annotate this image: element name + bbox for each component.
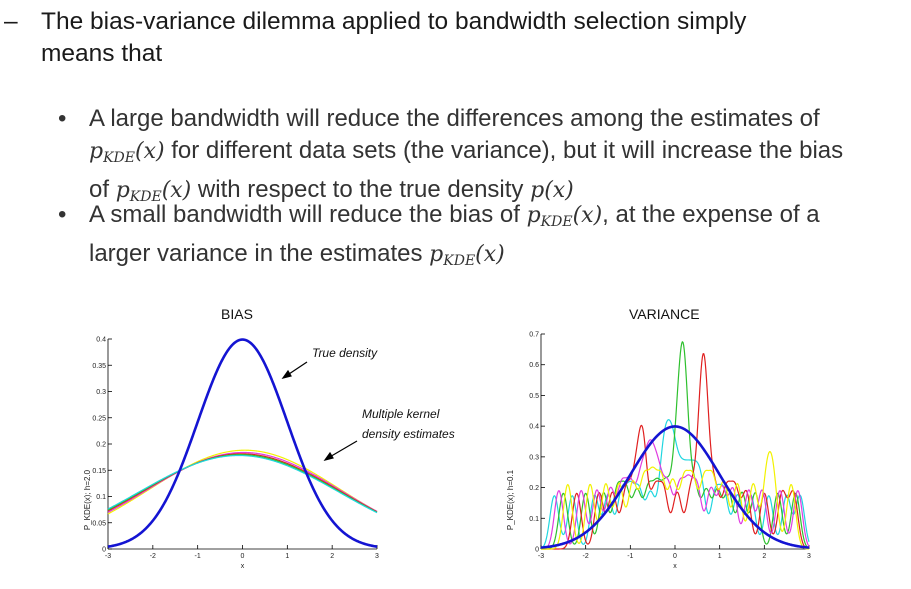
variance-ytick-label: 0.7 <box>529 332 539 339</box>
dash-marker: – <box>4 8 18 35</box>
sub-bullet-2-line-1: A small bandwidth will reduce the bias o… <box>89 201 820 230</box>
bias-xtick-label: 1 <box>285 553 289 560</box>
bias-xlabel: x <box>241 563 245 570</box>
variance-ytick-label: 0.5 <box>529 393 539 400</box>
variance-xtick-label: -2 <box>583 553 589 560</box>
bias-chart: P_KDE(x); h=2.0 True density Multiple ke… <box>83 337 455 571</box>
bias-ytick-label: 0.35 <box>92 363 106 370</box>
math-pkde: pKDE(x) <box>89 139 165 166</box>
bias-series-kde-cyan <box>107 454 378 514</box>
bias-ylabel-text: P_KDE(x); h=2.0 <box>83 469 92 530</box>
bias-ytick-label: 0.3 <box>96 389 106 396</box>
bullet-dot: • <box>58 105 67 132</box>
bias-ytick-label: 0.1 <box>96 494 106 501</box>
bullet-dot: • <box>58 201 67 228</box>
bias-ytick-label: 0.4 <box>96 337 106 344</box>
variance-ytick-label: 0.1 <box>529 516 539 523</box>
variance-xtick-label: 3 <box>807 553 811 560</box>
variance-series-kde-green <box>541 341 810 550</box>
arrow-true-density <box>281 361 308 379</box>
variance-series-kde-magenta <box>540 439 810 550</box>
bias-ytick-label: 0.05 <box>92 520 106 527</box>
bias-series-true-density <box>107 338 378 548</box>
bias-xtick-label: -1 <box>195 553 201 560</box>
math-pkde: pKDE(x) <box>429 242 505 269</box>
sub-bullet-1-line-2: pKDE(x) for different data sets (the var… <box>89 137 844 166</box>
bias-xtick-label: -3 <box>105 553 111 560</box>
variance-xtick-label: 2 <box>762 553 766 560</box>
math-pkde: pKDE(x) <box>526 203 603 230</box>
variance-series-kde-red <box>541 353 810 550</box>
variance-xlabel: x <box>673 563 677 570</box>
variance-ytick-label: 0.6 <box>529 362 539 369</box>
bias-ytick-label: 0 <box>102 547 106 554</box>
bias-xtick-label: 0 <box>241 553 245 560</box>
math-pkde: pKDE(x) <box>115 178 192 205</box>
annotation-density-estimates: density estimates <box>362 427 455 441</box>
variance-ylabel: P_KDE(x); h=0.1 <box>506 469 515 530</box>
sub-bullet-large-bandwidth: • A large bandwidth will reduce the diff… <box>58 103 903 213</box>
variance-chart-title: VARIANCE <box>629 306 700 322</box>
variance-xtick-label: 1 <box>718 553 722 560</box>
variance-ytick-label: 0.2 <box>529 485 539 492</box>
bias-ylabel: P_KDE(x); h=2.0 <box>83 469 92 530</box>
bias-ytick-label: 0.15 <box>92 468 106 475</box>
variance-series-true-density <box>540 425 810 549</box>
variance-xtick-label: 0 <box>673 553 677 560</box>
bias-chart-title: BIAS <box>221 306 253 322</box>
bias-series-kde-magenta <box>107 451 378 513</box>
arrow-kde <box>323 440 358 461</box>
variance-ytick-label: 0.4 <box>529 424 539 431</box>
sub-bullet-1-line-3: of pKDE(x) with respect to the true dens… <box>89 176 574 205</box>
bias-ytick-label: 0.2 <box>96 442 106 449</box>
sub-bullet-small-bandwidth: • A small bandwidth will reduce the bias… <box>58 199 903 277</box>
variance-xtick-label: -1 <box>627 553 633 560</box>
math-px: p(x) <box>530 178 574 203</box>
variance-series-kde-yellow <box>541 451 810 550</box>
sub-bullet-2-line-2: larger variance in the estimates pKDE(x) <box>89 240 505 269</box>
bias-ytick-label: 0.25 <box>92 415 106 422</box>
variance-ytick-label: 0.3 <box>529 454 539 461</box>
variance-xtick-label: -3 <box>538 553 544 560</box>
bias-xtick-label: 3 <box>375 553 379 560</box>
main-bullet: – The bias-variance dilemma applied to b… <box>4 6 904 70</box>
bias-series-kde-green <box>107 454 378 513</box>
variance-ytick-label: 0 <box>535 547 539 554</box>
bias-series-kde-yellow <box>107 449 378 515</box>
bias-xtick-label: -2 <box>150 553 156 560</box>
variance-chart: P_KDE(x); h=0.1 0 0.1 0.2 0.3 0.4 0.5 0.6 0.7 -3… <box>506 332 811 571</box>
bias-xtick-label: 2 <box>330 553 334 560</box>
variance-ylabel-text: P_KDE(x); h=0.1 <box>506 469 515 530</box>
annotation-multiple-kernel: Multiple kernel <box>362 407 440 421</box>
bias-series-kde-red <box>107 453 378 513</box>
sub-bullet-1-line-1: A large bandwidth will reduce the differ… <box>89 105 820 132</box>
annotation-true-density: True density <box>312 346 378 360</box>
main-bullet-line-2: means that <box>41 40 163 67</box>
main-bullet-line-1: The bias-variance dilemma applied to ban… <box>41 8 747 35</box>
